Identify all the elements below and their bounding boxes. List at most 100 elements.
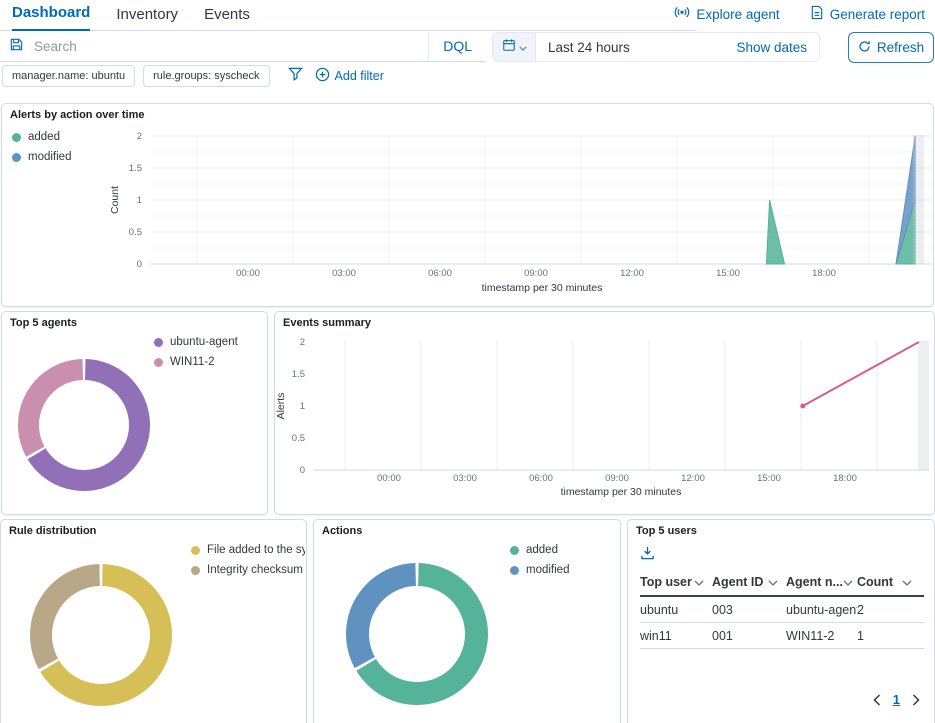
panel-title: Top 5 agents <box>10 317 78 329</box>
previous-page-button[interactable] <box>873 693 881 706</box>
svg-text:09:00: 09:00 <box>605 473 629 484</box>
svg-text:timestamp per 30 minutes: timestamp per 30 minutes <box>482 282 603 294</box>
svg-text:Count: Count <box>109 186 121 214</box>
next-page-button[interactable] <box>912 693 920 706</box>
panel-title: Events summary <box>283 317 372 329</box>
panel-title: Actions <box>322 525 363 537</box>
sort-chevron-icon <box>902 575 912 589</box>
download-csv-button[interactable] <box>640 546 655 565</box>
legend-label: added <box>526 544 558 556</box>
svg-text:timestamp per 30 minutes: timestamp per 30 minutes <box>561 486 682 498</box>
add-filter-button[interactable]: Add filter <box>315 67 384 85</box>
legend-item-modified[interactable]: modified <box>12 151 71 163</box>
svg-text:2: 2 <box>137 131 142 142</box>
legend-dot <box>191 545 200 555</box>
view-tabs: Dashboard Inventory Events <box>12 0 250 31</box>
legend-label: modified <box>28 151 72 163</box>
svg-text:0.5: 0.5 <box>129 227 142 238</box>
filter-pill-rule-groups[interactable]: rule.groups: syscheck <box>143 65 270 87</box>
column-header-agent-n[interactable]: Agent n... <box>786 575 857 589</box>
legend-dot <box>154 357 163 367</box>
svg-text:15:00: 15:00 <box>716 268 740 279</box>
svg-text:12:00: 12:00 <box>620 268 644 279</box>
legend-label: modified <box>526 564 570 576</box>
svg-text:2: 2 <box>300 337 305 348</box>
svg-text:18:00: 18:00 <box>833 473 857 484</box>
legend-item-ubuntu-agent[interactable]: ubuntu-agent <box>154 336 266 348</box>
tab-inventory[interactable]: Inventory <box>116 6 179 23</box>
alerts-chart-legend: added modified <box>12 131 71 163</box>
page-number[interactable]: 1 <box>892 692 900 707</box>
sort-chevron-icon <box>768 575 778 589</box>
filter-options-button[interactable] <box>287 67 303 86</box>
tab-events[interactable]: Events <box>204 6 250 23</box>
chevron-down-icon <box>518 38 527 56</box>
header-actions: Explore agent Generate report <box>674 2 925 26</box>
column-label: Top user <box>640 574 692 589</box>
legend-item-win11-2[interactable]: WIN11-2 <box>154 356 266 368</box>
legend-dot <box>510 565 519 575</box>
panel-title: Rule distribution <box>9 525 97 537</box>
search-input[interactable] <box>32 32 429 61</box>
panel-top-5-users: Top 5 users Top user Agent ID Agent n... Co… <box>627 519 935 723</box>
explore-agent-button[interactable]: Explore agent <box>674 6 780 23</box>
events-line-chart: 0 0.5 1 1.5 2 00:00 03:00 06:00 09:00 12:00 15:00 1… <box>275 337 929 498</box>
panel-alerts-by-action: Alerts by action over time added modifie… <box>1 103 934 307</box>
svg-text:Alerts: Alerts <box>275 393 287 420</box>
refresh-button[interactable]: Refresh <box>848 32 934 63</box>
actions-donut-legend: added modified <box>510 544 569 576</box>
panel-title: Alerts by action over time <box>10 109 145 121</box>
calendar-icon <box>502 38 516 57</box>
refresh-label: Refresh <box>876 40 925 55</box>
rules-donut-chart <box>29 564 172 706</box>
rules-donut-legend: File added to the syste Integrity checks… <box>191 544 305 576</box>
query-language-button[interactable]: DQL <box>428 32 486 61</box>
legend-label: WIN11-2 <box>170 356 215 368</box>
filter-pill-manager-name[interactable]: manager.name: ubuntu <box>2 65 136 87</box>
legend-item-added[interactable]: added <box>510 544 569 556</box>
add-filter-label: Add filter <box>334 69 384 83</box>
panel-title: Top 5 users <box>636 525 697 537</box>
table-row: ubuntu 003 ubuntu-agent 2 <box>640 597 924 623</box>
refresh-icon <box>858 40 871 56</box>
column-label: Agent n... <box>786 574 843 589</box>
time-range-value[interactable]: Last 24 hours <box>548 39 630 55</box>
table-cell: 1 <box>857 628 864 643</box>
table-cell: ubuntu-agent <box>786 602 857 617</box>
table-cell: 2 <box>857 602 864 617</box>
saved-query-button[interactable] <box>0 32 32 61</box>
legend-item-file-added[interactable]: File added to the syste <box>191 544 305 556</box>
svg-text:03:00: 03:00 <box>453 473 477 484</box>
legend-item-modified[interactable]: modified <box>510 564 569 576</box>
legend-item-added[interactable]: added <box>12 131 71 143</box>
table-pagination: 1 <box>873 692 920 707</box>
svg-text:06:00: 06:00 <box>529 473 553 484</box>
generate-report-button[interactable]: Generate report <box>810 5 925 23</box>
svg-text:0.5: 0.5 <box>292 433 305 444</box>
svg-text:03:00: 03:00 <box>332 268 356 279</box>
table-cell: 003 <box>712 602 733 617</box>
svg-text:00:00: 00:00 <box>377 473 401 484</box>
svg-text:12:00: 12:00 <box>681 473 705 484</box>
panel-actions: Actions added modified <box>313 519 621 723</box>
table-header-row: Top user Agent ID Agent n... Count <box>640 568 924 597</box>
legend-dot <box>12 132 21 142</box>
panel-top-5-agents: Top 5 agents ubuntu-agent WIN11-2 <box>1 311 268 515</box>
tab-dashboard[interactable]: Dashboard <box>12 0 91 31</box>
column-header-count[interactable]: Count <box>857 575 920 589</box>
quick-select-button[interactable] <box>493 33 536 61</box>
filter-bar: manager.name: ubuntu rule.groups: sysche… <box>2 65 384 87</box>
legend-label: Integrity checksum ch <box>207 564 305 576</box>
legend-label: ubuntu-agent <box>170 336 238 348</box>
table-cell: win11 <box>640 628 672 643</box>
show-dates-button[interactable]: Show dates <box>736 39 807 55</box>
column-header-top-user[interactable]: Top user <box>640 575 712 589</box>
legend-label: added <box>28 131 60 143</box>
column-header-agent-id[interactable]: Agent ID <box>712 575 786 589</box>
table-cell: WIN11-2 <box>786 628 835 643</box>
agents-donut-legend: ubuntu-agent WIN11-2 <box>154 336 266 368</box>
report-icon <box>810 5 824 23</box>
table-cell: 001 <box>712 628 733 643</box>
download-icon <box>640 546 655 564</box>
legend-item-integrity-checksum[interactable]: Integrity checksum ch <box>191 564 305 576</box>
